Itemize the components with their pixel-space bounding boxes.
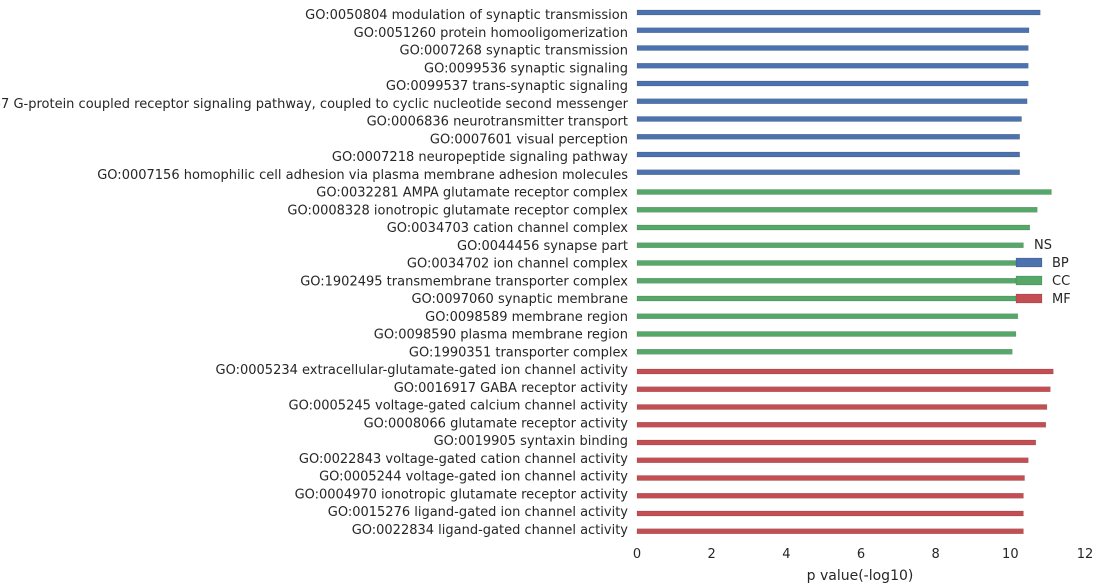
- bar-bp: [636, 169, 1020, 175]
- bar-cc: [636, 242, 1024, 248]
- bar-mf: [636, 528, 1024, 534]
- bar-mf: [636, 439, 1036, 446]
- bar-bp: [636, 27, 1030, 33]
- bar-mf: [636, 510, 1024, 517]
- x-tick-label: 4: [782, 547, 790, 562]
- x-tick-label: 12: [1077, 547, 1094, 562]
- x-tick-label: 2: [708, 547, 716, 562]
- bar-mf: [636, 475, 1025, 481]
- bar-cc: [636, 295, 1019, 302]
- category-label: GO:0007601 visual perception: [430, 132, 628, 147]
- x-tick-label: 10: [1002, 547, 1019, 562]
- category-label: GO:0044456 synapse part: [457, 239, 628, 254]
- bar-bp: [636, 63, 1029, 69]
- bar-cc: [636, 224, 1030, 231]
- bar-bp: [636, 134, 1020, 140]
- category-label: GO:0007156 homophilic cell adhesion via …: [97, 168, 628, 183]
- bar-bp: [636, 116, 1022, 122]
- category-label: GO:0019905 syntaxin binding: [434, 434, 628, 449]
- bar-mf: [636, 457, 1029, 463]
- category-label: GO:1990351 transporter complex: [409, 345, 628, 360]
- category-label: GO:0006836 neurotransmitter transport: [367, 115, 628, 130]
- bar-cc: [636, 189, 1052, 195]
- category-label: GO:0051260 protein homooligomerization: [354, 26, 628, 41]
- bar-mf: [636, 386, 1051, 392]
- category-label: GO:0098590 plasma membrane region: [374, 328, 628, 343]
- category-label: GO:0099536 synaptic signaling: [424, 61, 628, 76]
- category-label: GO:1902495 transmembrane transporter com…: [300, 274, 628, 289]
- category-label: GO:0022843 voltage-gated cation channel …: [299, 452, 628, 467]
- category-label: GO:0005244 voltage-gated ion channel act…: [319, 470, 628, 485]
- legend-swatch-cc: [1015, 275, 1043, 286]
- bar-bp: [636, 80, 1029, 87]
- legend-swatch-bp: [1015, 257, 1043, 268]
- category-label: GO:0004970 ionotropic glutamate receptor…: [295, 487, 629, 502]
- category-label: GO:0034702 ion channel complex: [407, 257, 628, 272]
- category-label: GO:0008066 glutamate receptor activity: [364, 416, 629, 431]
- bar-cc: [636, 313, 1019, 319]
- bar-mf: [636, 404, 1048, 410]
- legend-swatch-mf: [1015, 293, 1043, 304]
- category-label: GO:0007268 synaptic transmission: [400, 44, 628, 59]
- category-label: GO:0098589 membrane region: [425, 310, 628, 325]
- category-label: GO:0032281 AMPA glutamate receptor compl…: [316, 186, 628, 201]
- x-axis: 0 2 4 6 8 10 12: [633, 547, 1093, 562]
- category-label: GO:0007218 neuropeptide signaling pathwa…: [332, 150, 628, 165]
- category-labels: GO:0050804 modulation of synaptic transm…: [0, 8, 629, 538]
- legend: NS BP CC MF: [1015, 238, 1071, 307]
- category-label: GO:0005245 voltage-gated calcium channel…: [289, 399, 629, 414]
- category-label: GO:0016917 GABA receptor activity: [394, 381, 629, 396]
- bar-bp: [636, 98, 1028, 104]
- bar-mf: [636, 422, 1047, 428]
- bar-cc: [636, 349, 1013, 355]
- bar-bp: [636, 151, 1020, 158]
- bar-mf: [636, 493, 1024, 499]
- legend-label-cc: CC: [1052, 274, 1070, 289]
- bar-cc: [636, 207, 1038, 213]
- bar-cc: [636, 278, 1019, 284]
- category-label: GO:0022834 ligand-gated channel activity: [352, 523, 629, 538]
- bar-cc: [636, 260, 1020, 266]
- category-label: GO:0007187 G-protein coupled receptor si…: [0, 97, 629, 112]
- legend-title: NS: [1034, 238, 1052, 253]
- bar-bp: [636, 9, 1041, 16]
- category-label: GO:0005234 extracellular-glutamate-gated…: [216, 363, 629, 378]
- bar-cc: [636, 331, 1017, 337]
- bar-bp: [636, 45, 1029, 51]
- category-label: GO:0008328 ionotropic glutamate receptor…: [287, 203, 628, 218]
- category-label: GO:0097060 synaptic membrane: [411, 292, 628, 307]
- bars-layer: [636, 9, 1054, 534]
- x-tick-label: 0: [633, 547, 641, 562]
- category-label: GO:0099537 trans-synaptic signaling: [386, 79, 628, 94]
- legend-label-mf: MF: [1052, 292, 1071, 307]
- x-tick-label: 8: [932, 547, 940, 562]
- category-label: GO:0034703 cation channel complex: [387, 221, 629, 236]
- x-tick-label: 6: [857, 547, 865, 562]
- category-label: GO:0015276 ligand-gated ion channel acti…: [328, 505, 629, 520]
- legend-label-bp: BP: [1052, 256, 1069, 271]
- bar-mf: [636, 368, 1054, 375]
- x-axis-title: p value(-log10): [807, 568, 914, 584]
- category-label: GO:0050804 modulation of synaptic transm…: [305, 8, 628, 23]
